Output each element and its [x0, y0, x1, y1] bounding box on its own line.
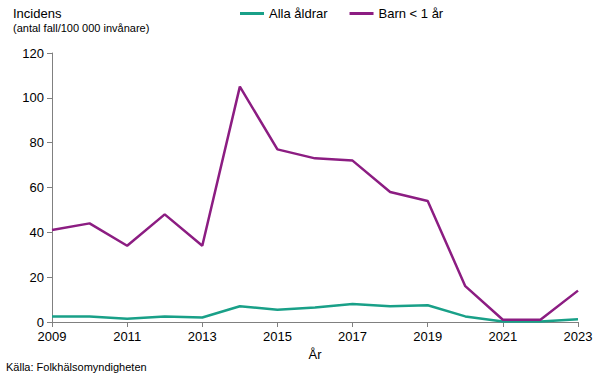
svg-text:Alla åldrar: Alla åldrar: [269, 6, 328, 21]
svg-text:0: 0: [37, 315, 44, 330]
svg-text:2019: 2019: [413, 329, 442, 344]
svg-text:60: 60: [30, 180, 44, 195]
svg-text:80: 80: [30, 135, 44, 150]
svg-text:2017: 2017: [338, 329, 367, 344]
svg-text:2013: 2013: [188, 329, 217, 344]
svg-text:2023: 2023: [564, 329, 593, 344]
svg-text:Källa: Folkhälsomyndigheten: Källa: Folkhälsomyndigheten: [6, 361, 147, 373]
svg-text:2015: 2015: [263, 329, 292, 344]
svg-text:40: 40: [30, 225, 44, 240]
svg-text:Incidens: Incidens: [13, 6, 62, 21]
svg-text:2009: 2009: [38, 329, 67, 344]
svg-text:År: År: [309, 347, 323, 362]
svg-text:2021: 2021: [488, 329, 517, 344]
svg-text:100: 100: [22, 90, 44, 105]
svg-text:(antal fall/100 000 invånare): (antal fall/100 000 invånare): [13, 22, 149, 34]
svg-text:Barn < 1 år: Barn < 1 år: [379, 6, 444, 21]
svg-text:2011: 2011: [113, 329, 141, 344]
svg-text:120: 120: [22, 46, 44, 61]
svg-text:20: 20: [30, 270, 44, 285]
